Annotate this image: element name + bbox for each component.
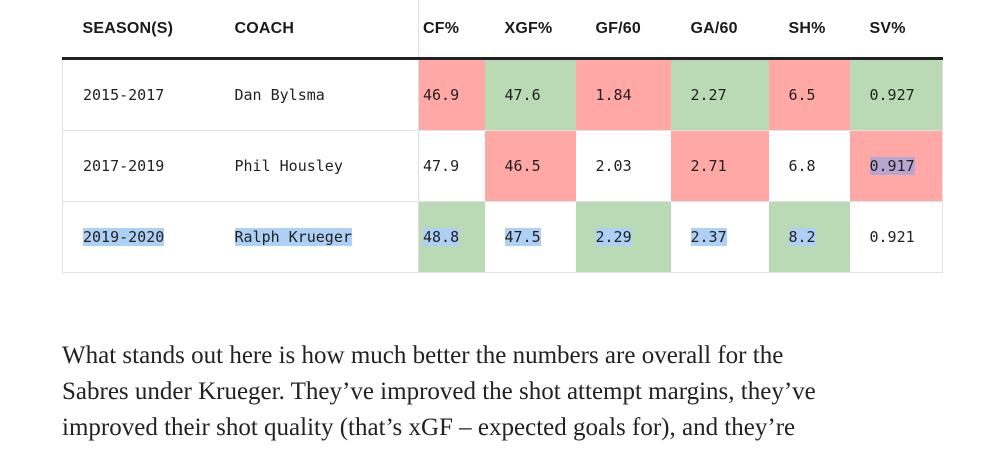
season-cell: 2019-2020 bbox=[62, 201, 215, 273]
cf-pct-value: 48.8 bbox=[423, 228, 460, 246]
coach-text: Ralph Krueger bbox=[234, 228, 352, 246]
sv-pct-cell: 0.921 bbox=[849, 201, 943, 273]
header-seasons: SEASON(S) bbox=[62, 0, 215, 60]
sv-pct-cell: 0.917 bbox=[849, 130, 943, 202]
sh-pct-cell: 8.2 bbox=[768, 201, 850, 273]
season-text: 2019-2020 bbox=[83, 228, 165, 246]
coach-stats-table: SEASON(S) COACH CF% XGF% GF/60 GA/60 SH%… bbox=[62, 0, 943, 273]
xgf-pct-cell: 47.5 bbox=[484, 201, 576, 273]
paragraph-line: Sabres under Krueger. They’ve improved t… bbox=[62, 378, 816, 405]
sh-pct-value: 6.8 bbox=[788, 157, 816, 175]
header-sv-pct: SV% bbox=[849, 0, 943, 60]
gf-60-value: 2.03 bbox=[595, 157, 632, 175]
header-gf-60: GF/60 bbox=[575, 0, 671, 60]
table-row: 2017-2019 Phil Housley 47.9 46.5 2.03 2.… bbox=[62, 130, 943, 202]
sv-pct-cell: 0.927 bbox=[849, 58, 943, 131]
sv-pct-value: 0.917 bbox=[869, 157, 915, 175]
xgf-pct-cell: 47.6 bbox=[484, 58, 576, 131]
table-row: 2019-2020 Ralph Krueger 48.8 47.5 2.29 2… bbox=[62, 201, 943, 273]
xgf-pct-value: 46.5 bbox=[504, 157, 541, 175]
coach-text: Phil Housley bbox=[234, 157, 343, 175]
gf-60-cell: 2.03 bbox=[575, 130, 671, 202]
ga-60-value: 2.37 bbox=[690, 228, 727, 246]
cf-pct-value: 47.9 bbox=[423, 157, 460, 175]
xgf-pct-cell: 46.5 bbox=[484, 130, 576, 202]
sh-pct-value: 6.5 bbox=[788, 86, 816, 104]
gf-60-cell: 1.84 bbox=[575, 58, 671, 131]
xgf-pct-value: 47.6 bbox=[504, 86, 541, 104]
season-text: 2017-2019 bbox=[83, 157, 165, 175]
coach-cell: Dan Bylsma bbox=[214, 58, 419, 131]
ga-60-cell: 2.27 bbox=[670, 58, 769, 131]
sv-pct-value: 0.921 bbox=[869, 228, 915, 246]
gf-60-cell: 2.29 bbox=[575, 201, 671, 273]
header-cf-pct: CF% bbox=[418, 0, 485, 60]
header-ga-60: GA/60 bbox=[670, 0, 769, 60]
header-coach: COACH bbox=[214, 0, 419, 60]
header-sh-pct: SH% bbox=[768, 0, 850, 60]
article-paragraph: What stands out here is how much better … bbox=[62, 338, 962, 446]
gf-60-value: 1.84 bbox=[595, 86, 632, 104]
season-cell: 2015-2017 bbox=[62, 58, 215, 131]
season-cell: 2017-2019 bbox=[62, 130, 215, 202]
sh-pct-cell: 6.5 bbox=[768, 58, 850, 131]
cf-pct-value: 46.9 bbox=[423, 86, 460, 104]
coach-text: Dan Bylsma bbox=[234, 86, 325, 104]
gf-60-value: 2.29 bbox=[595, 228, 632, 246]
coach-cell: Phil Housley bbox=[214, 130, 419, 202]
paragraph-line: What stands out here is how much better … bbox=[62, 342, 784, 369]
ga-60-value: 2.27 bbox=[690, 86, 727, 104]
paragraph-line: improved their shot quality (that’s xGF … bbox=[62, 414, 796, 441]
season-text: 2015-2017 bbox=[83, 86, 165, 104]
cf-pct-cell: 46.9 bbox=[418, 58, 485, 131]
cf-pct-cell: 47.9 bbox=[418, 130, 485, 202]
cf-pct-cell: 48.8 bbox=[418, 201, 485, 273]
sh-pct-cell: 6.8 bbox=[768, 130, 850, 202]
coach-cell: Ralph Krueger bbox=[214, 201, 419, 273]
xgf-pct-value: 47.5 bbox=[504, 228, 541, 246]
ga-60-cell: 2.37 bbox=[670, 201, 769, 273]
ga-60-value: 2.71 bbox=[690, 157, 727, 175]
sv-pct-value: 0.927 bbox=[869, 86, 915, 104]
table-row: 2015-2017 Dan Bylsma 46.9 47.6 1.84 2.27… bbox=[62, 58, 943, 131]
table-header-row: SEASON(S) COACH CF% XGF% GF/60 GA/60 SH%… bbox=[62, 0, 943, 60]
header-xgf-pct: XGF% bbox=[484, 0, 576, 60]
sh-pct-value: 8.2 bbox=[788, 228, 816, 246]
ga-60-cell: 2.71 bbox=[670, 130, 769, 202]
